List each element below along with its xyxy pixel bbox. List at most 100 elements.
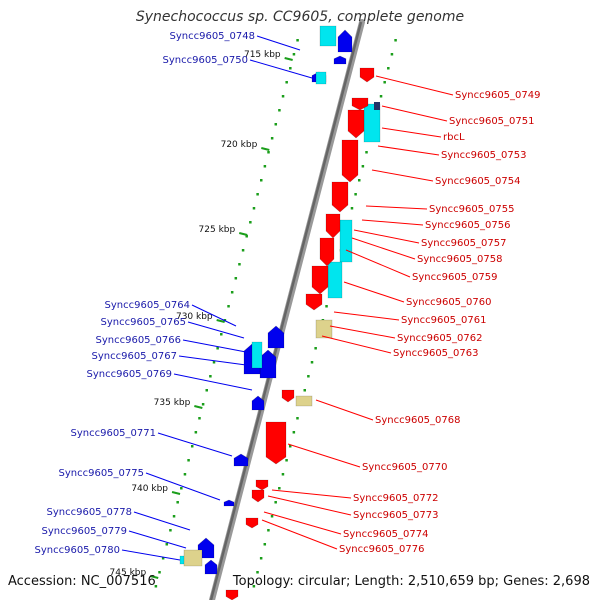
forward-gene-label[interactable]: Syncc9605_0768 [375,415,461,426]
reverse-gene-label[interactable]: Syncc9605_0779 [42,526,128,537]
reverse-gene-label[interactable]: Syncc9605_0764 [105,300,191,311]
forward-gene-label[interactable]: Syncc9605_0773 [353,510,439,521]
forward-gene-label[interactable]: Syncc9605_0762 [397,333,483,344]
forward-gene-label[interactable]: Syncc9605_0755 [429,204,515,215]
inner-track-dot [165,543,169,546]
forward-gene-label[interactable]: Syncc9605_0772 [353,493,439,504]
forward-gene-feature[interactable] [351,97,369,111]
backbone-line [209,21,363,600]
reverse-gene-label[interactable]: Syncc9605_0769 [87,369,173,380]
inner-track-dot [241,249,245,252]
forward-label-leader [263,511,342,535]
reverse-label-leader [178,355,247,366]
accession-text: Accession: NC_007516 [8,574,156,589]
forward-label-leader [271,489,352,499]
forward-label-leader [267,495,352,516]
reverse-gene-label[interactable]: Syncc9605_0750 [163,55,249,66]
rna-block[interactable] [315,319,333,339]
reverse-gene-label[interactable]: Syncc9605_0748 [170,31,256,42]
cds-block[interactable] [319,25,337,47]
outer-track-dot [354,193,357,196]
reverse-gene-feature[interactable] [233,453,249,467]
forward-gene-feature[interactable] [341,139,359,183]
outer-track-dot [281,473,285,476]
reverse-gene-feature[interactable] [267,325,285,349]
forward-gene-label[interactable]: Syncc9605_0759 [412,272,498,283]
forward-label-leader [315,399,374,421]
outer-track-dot [292,431,296,434]
outer-track-dot [325,305,328,308]
reverse-gene-label[interactable]: Syncc9605_0780 [35,545,121,556]
inner-track-dot [252,207,256,210]
reverse-gene-label[interactable]: Syncc9605_0775 [59,468,145,479]
forward-label-leader [365,205,428,210]
forward-gene-feature[interactable] [319,237,335,267]
forward-gene-feature[interactable] [347,109,365,139]
forward-gene-feature[interactable] [281,389,295,403]
ruler-tick [284,57,293,61]
forward-gene-label[interactable]: Syncc9605_0760 [406,297,492,308]
forward-gene-label[interactable]: Syncc9605_0757 [421,238,507,249]
reverse-gene-label[interactable]: Syncc9605_0765 [101,317,187,328]
cds-block[interactable] [327,261,343,299]
forward-gene-label[interactable]: rbcL [443,132,465,143]
inner-track-dot [278,109,281,112]
reverse-gene-label[interactable]: Syncc9605_0771 [71,428,157,439]
forward-gene-label[interactable]: Syncc9605_0758 [417,254,503,265]
forward-gene-feature[interactable] [255,479,269,491]
forward-gene-feature[interactable] [331,181,349,213]
forward-gene-feature[interactable] [305,293,323,311]
cds-block[interactable] [339,219,353,263]
forward-gene-label[interactable]: Syncc9605_0754 [435,176,521,187]
forward-label-leader [351,237,416,260]
rna-block[interactable] [183,549,203,567]
forward-gene-feature[interactable] [325,213,341,239]
reverse-gene-feature[interactable] [204,559,218,575]
reverse-label-leader [133,511,191,531]
reverse-gene-label[interactable]: Syncc9605_0767 [92,351,178,362]
forward-label-leader [261,519,338,550]
forward-gene-label[interactable]: Syncc9605_0774 [343,529,429,540]
reverse-label-leader [182,339,247,353]
reverse-gene-label[interactable]: Syncc9605_0766 [96,335,182,346]
inner-track-dot [292,53,296,56]
reverse-gene-feature[interactable] [337,29,353,53]
forward-gene-label[interactable]: Syncc9605_0751 [449,116,535,127]
cds-block[interactable] [251,341,263,369]
forward-label-leader [333,311,400,321]
reverse-gene-feature[interactable] [223,499,235,507]
forward-gene-feature[interactable] [225,589,239,600]
inner-track-dot [194,431,198,434]
forward-gene-label[interactable]: Syncc9605_0770 [362,462,448,473]
outer-track-dot [263,543,267,546]
cds-block[interactable] [315,71,327,85]
rna-block[interactable] [295,395,313,407]
forward-gene-label[interactable]: Syncc9605_0761 [401,315,487,326]
forward-gene-feature[interactable] [359,67,375,83]
ruler-tick-label: 725 kbp [199,225,236,235]
forward-gene-label[interactable]: Syncc9605_0763 [393,348,479,359]
inner-track-dot [259,179,263,182]
forward-gene-feature[interactable] [251,489,265,503]
reverse-label-leader [191,304,237,327]
forward-gene-label[interactable]: Syncc9605_0749 [455,90,541,101]
reverse-gene-feature[interactable] [251,395,265,411]
ruler-tick [261,147,270,151]
inner-track-dot [220,333,223,336]
map-title: Synechococcus sp. CC9605, complete genom… [135,9,465,25]
forward-gene-label[interactable]: Syncc9605_0753 [441,150,527,161]
inner-track-dot [281,95,285,98]
reverse-gene-label[interactable]: Syncc9605_0778 [47,507,133,518]
forward-gene-feature[interactable] [265,421,287,465]
reverse-label-leader [256,35,301,51]
inner-track-dot [180,487,183,490]
reverse-gene-feature[interactable] [333,55,347,65]
forward-gene-feature[interactable] [245,517,259,529]
forward-gene-feature[interactable] [311,265,329,295]
forward-gene-label[interactable]: Syncc9605_0776 [339,544,425,555]
ruler-tick [238,232,248,236]
forward-gene-label[interactable]: Syncc9605_0756 [425,220,511,231]
ruler-tick-label: 740 kbp [131,484,168,494]
inner-track-dot [256,193,259,196]
